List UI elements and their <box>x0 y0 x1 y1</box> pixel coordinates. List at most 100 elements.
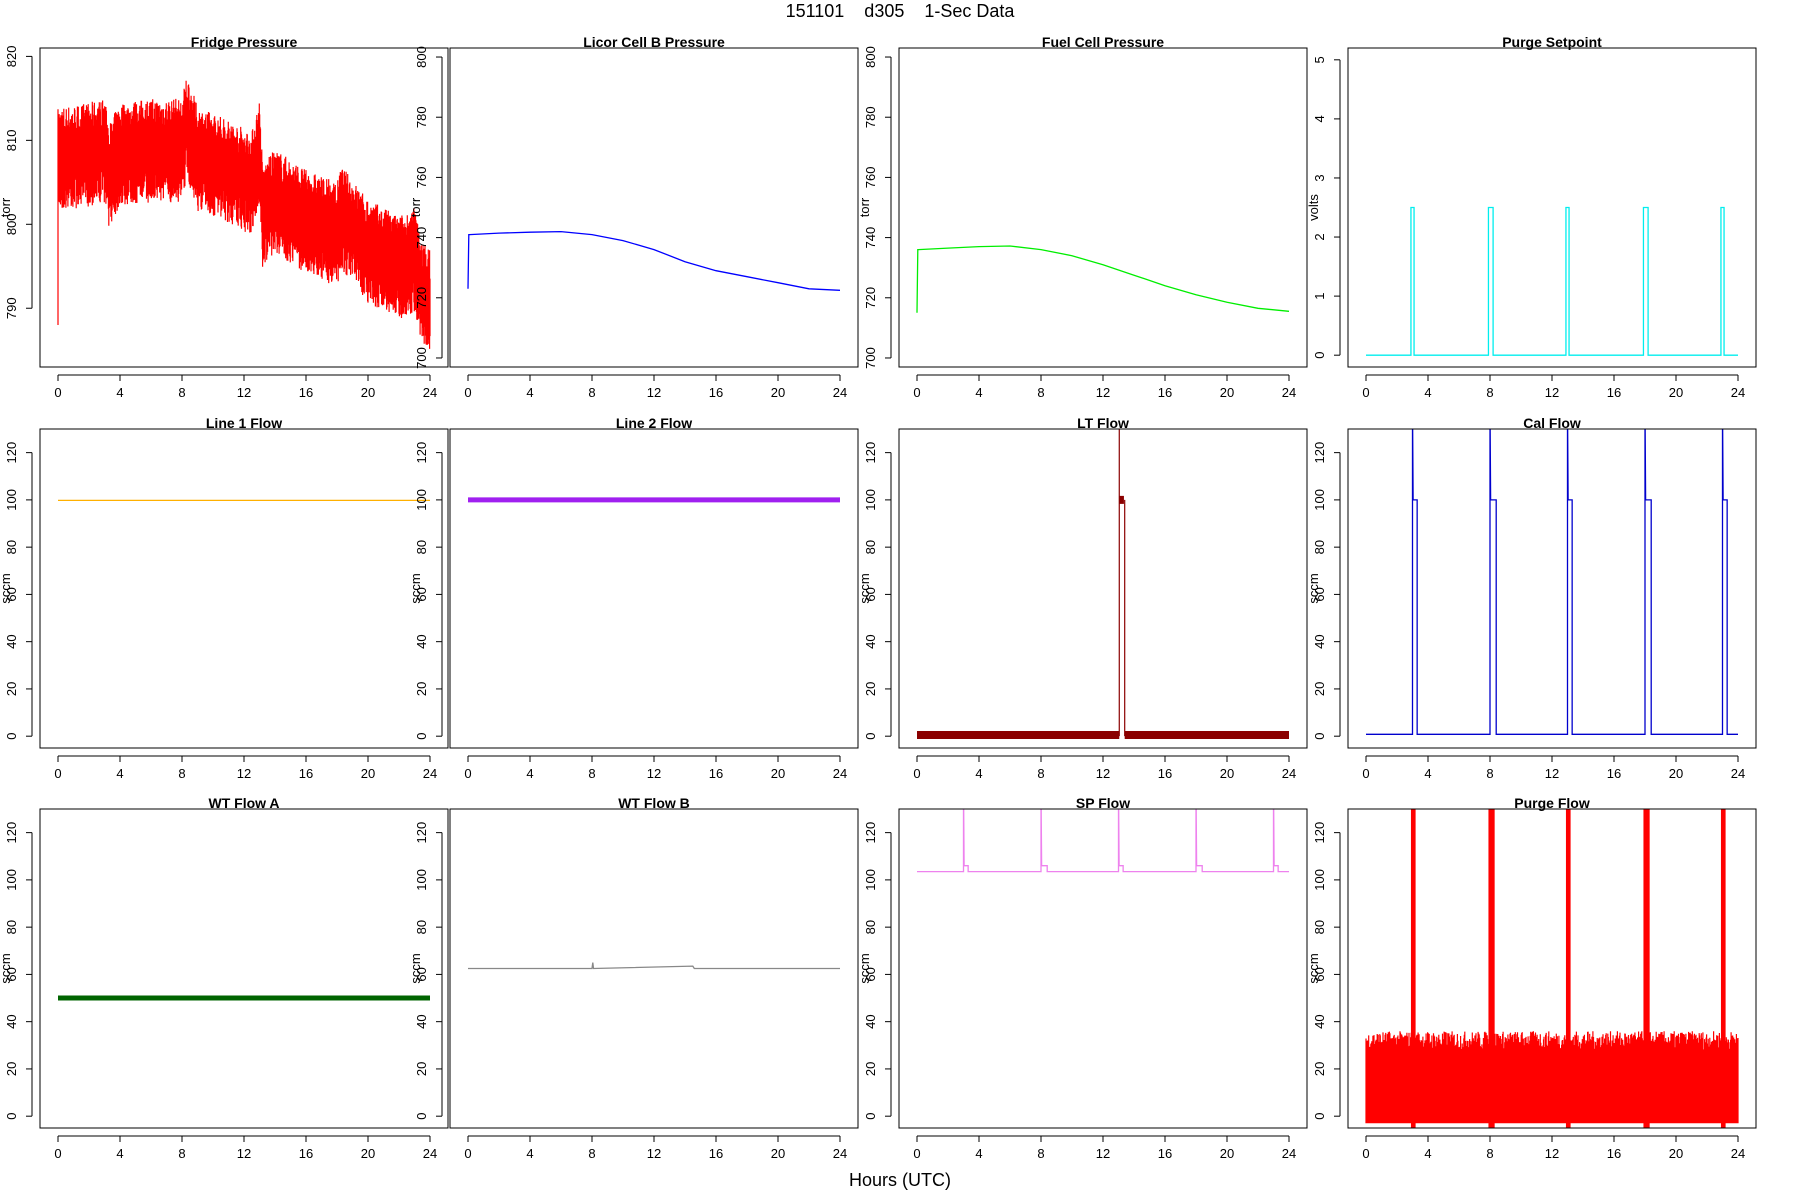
data-plateau <box>1119 495 1124 504</box>
y-tick-label: 1 <box>1312 292 1327 299</box>
x-tick-label: 12 <box>237 385 251 400</box>
y-tick-label: 60 <box>1312 967 1327 981</box>
x-tick-label: 4 <box>975 766 982 781</box>
y-tick-label: 60 <box>414 967 429 981</box>
x-tick-label: 8 <box>588 385 595 400</box>
y-tick-label: 80 <box>1312 920 1327 934</box>
y-tick-label: 720 <box>863 287 878 309</box>
x-tick-label: 24 <box>1282 1146 1296 1161</box>
y-tick-label: 800 <box>414 46 429 68</box>
x-tick-label: 24 <box>423 385 437 400</box>
x-tick-label: 16 <box>709 766 723 781</box>
x-tick-label: 24 <box>1731 1146 1745 1161</box>
y-tick-label: 40 <box>4 634 19 648</box>
plot-frame <box>1347 808 1757 1129</box>
y-tick-label: 5 <box>1312 56 1327 63</box>
y-axis-label: volts <box>1306 194 1321 221</box>
x-tick-label: 20 <box>1220 1146 1234 1161</box>
x-tick-label: 4 <box>116 766 123 781</box>
x-tick-label: 4 <box>116 385 123 400</box>
x-tick-label: 16 <box>1158 385 1172 400</box>
x-tick-label: 12 <box>1096 385 1110 400</box>
plot-frame <box>39 808 449 1129</box>
y-tick-label: 800 <box>4 213 19 235</box>
x-tick-label: 8 <box>1037 385 1044 400</box>
x-tick-label: 0 <box>464 1146 471 1161</box>
panel-5: Line 1 Flow 0 4 8 12 16 20 24 0 20 40 60 80 100 120 scc… <box>0 415 449 781</box>
panel-title: LT Flow <box>1077 415 1129 431</box>
x-tick-label: 20 <box>1220 766 1234 781</box>
x-tick-label: 8 <box>1486 1146 1493 1161</box>
y-axis-label: sccm <box>857 573 872 603</box>
x-tick-label: 8 <box>588 766 595 781</box>
y-tick-label: 820 <box>4 46 19 68</box>
x-tick-label: 24 <box>833 1146 847 1161</box>
x-tick-label: 8 <box>178 766 185 781</box>
y-tick-label: 780 <box>863 106 878 128</box>
panel-title: WT Flow A <box>208 795 279 811</box>
x-tick-label: 16 <box>1158 766 1172 781</box>
data-series <box>1365 1031 1739 1124</box>
plot-area <box>1366 206 1738 356</box>
x-tick-label: 0 <box>1362 1146 1369 1161</box>
y-tick-label: 120 <box>863 822 878 844</box>
y-axis-label: sccm <box>857 953 872 983</box>
y-axis-label: sccm <box>408 573 423 603</box>
plot-frame <box>898 47 1308 368</box>
y-tick-label: 20 <box>414 1062 429 1076</box>
data-series <box>917 809 1289 873</box>
x-tick-label: 0 <box>1362 766 1369 781</box>
y-tick-label: 40 <box>1312 1014 1327 1028</box>
x-tick-label: 20 <box>1669 1146 1683 1161</box>
y-tick-label: 20 <box>4 682 19 696</box>
x-tick-label: 24 <box>1731 766 1745 781</box>
plot-frame <box>39 428 449 749</box>
x-tick-label: 16 <box>1158 1146 1172 1161</box>
x-tick-label: 24 <box>833 385 847 400</box>
y-tick-label: 100 <box>414 489 429 511</box>
panel-3: Fuel Cell Pressure 0 4 8 12 16 20 24 700 720 740 76… <box>857 34 1308 400</box>
panel-title: WT Flow B <box>618 795 690 811</box>
y-tick-label: 120 <box>1312 822 1327 844</box>
x-tick-label: 20 <box>771 1146 785 1161</box>
y-tick-label: 100 <box>1312 869 1327 891</box>
y-tick-label: 0 <box>1312 1113 1327 1120</box>
data-pulse <box>1720 809 1726 1128</box>
y-tick-label: 120 <box>863 442 878 464</box>
y-tick-label: 120 <box>414 822 429 844</box>
x-tick-label: 8 <box>178 385 185 400</box>
x-tick-label: 20 <box>1669 766 1683 781</box>
panel-title: Purge Setpoint <box>1502 34 1602 50</box>
y-tick-label: 60 <box>863 967 878 981</box>
x-tick-label: 12 <box>237 766 251 781</box>
y-tick-label: 800 <box>863 46 878 68</box>
y-tick-label: 100 <box>4 869 19 891</box>
x-tick-label: 16 <box>299 385 313 400</box>
y-tick-label: 60 <box>1312 587 1327 601</box>
y-tick-label: 60 <box>4 967 19 981</box>
x-tick-label: 16 <box>299 1146 313 1161</box>
y-tick-label: 100 <box>863 869 878 891</box>
x-tick-label: 12 <box>1096 766 1110 781</box>
data-pulse <box>1643 809 1650 1128</box>
x-axis-caption: Hours (UTC) <box>849 1170 951 1190</box>
panel-1: Fridge Pressure 0 4 8 12 16 20 24 790 800 810 820 to… <box>0 34 449 400</box>
x-tick-label: 24 <box>1282 385 1296 400</box>
x-tick-label: 0 <box>913 385 920 400</box>
panel-title: Fridge Pressure <box>191 34 298 50</box>
x-tick-label: 0 <box>54 1146 61 1161</box>
y-tick-label: 790 <box>4 297 19 319</box>
y-tick-label: 760 <box>414 167 429 189</box>
y-tick-label: 120 <box>4 442 19 464</box>
panel-11: SP Flow 0 4 8 12 16 20 24 0 20 40 60 80 100 120 sccm <box>857 795 1308 1161</box>
y-tick-label: 0 <box>414 1113 429 1120</box>
y-tick-label: 60 <box>414 587 429 601</box>
x-tick-label: 8 <box>178 1146 185 1161</box>
y-tick-label: 40 <box>863 1014 878 1028</box>
y-tick-label: 4 <box>1312 115 1327 122</box>
data-series <box>1366 429 1738 735</box>
plot-area <box>1365 809 1739 1128</box>
x-tick-label: 20 <box>1220 385 1234 400</box>
plot-area <box>917 429 1289 740</box>
